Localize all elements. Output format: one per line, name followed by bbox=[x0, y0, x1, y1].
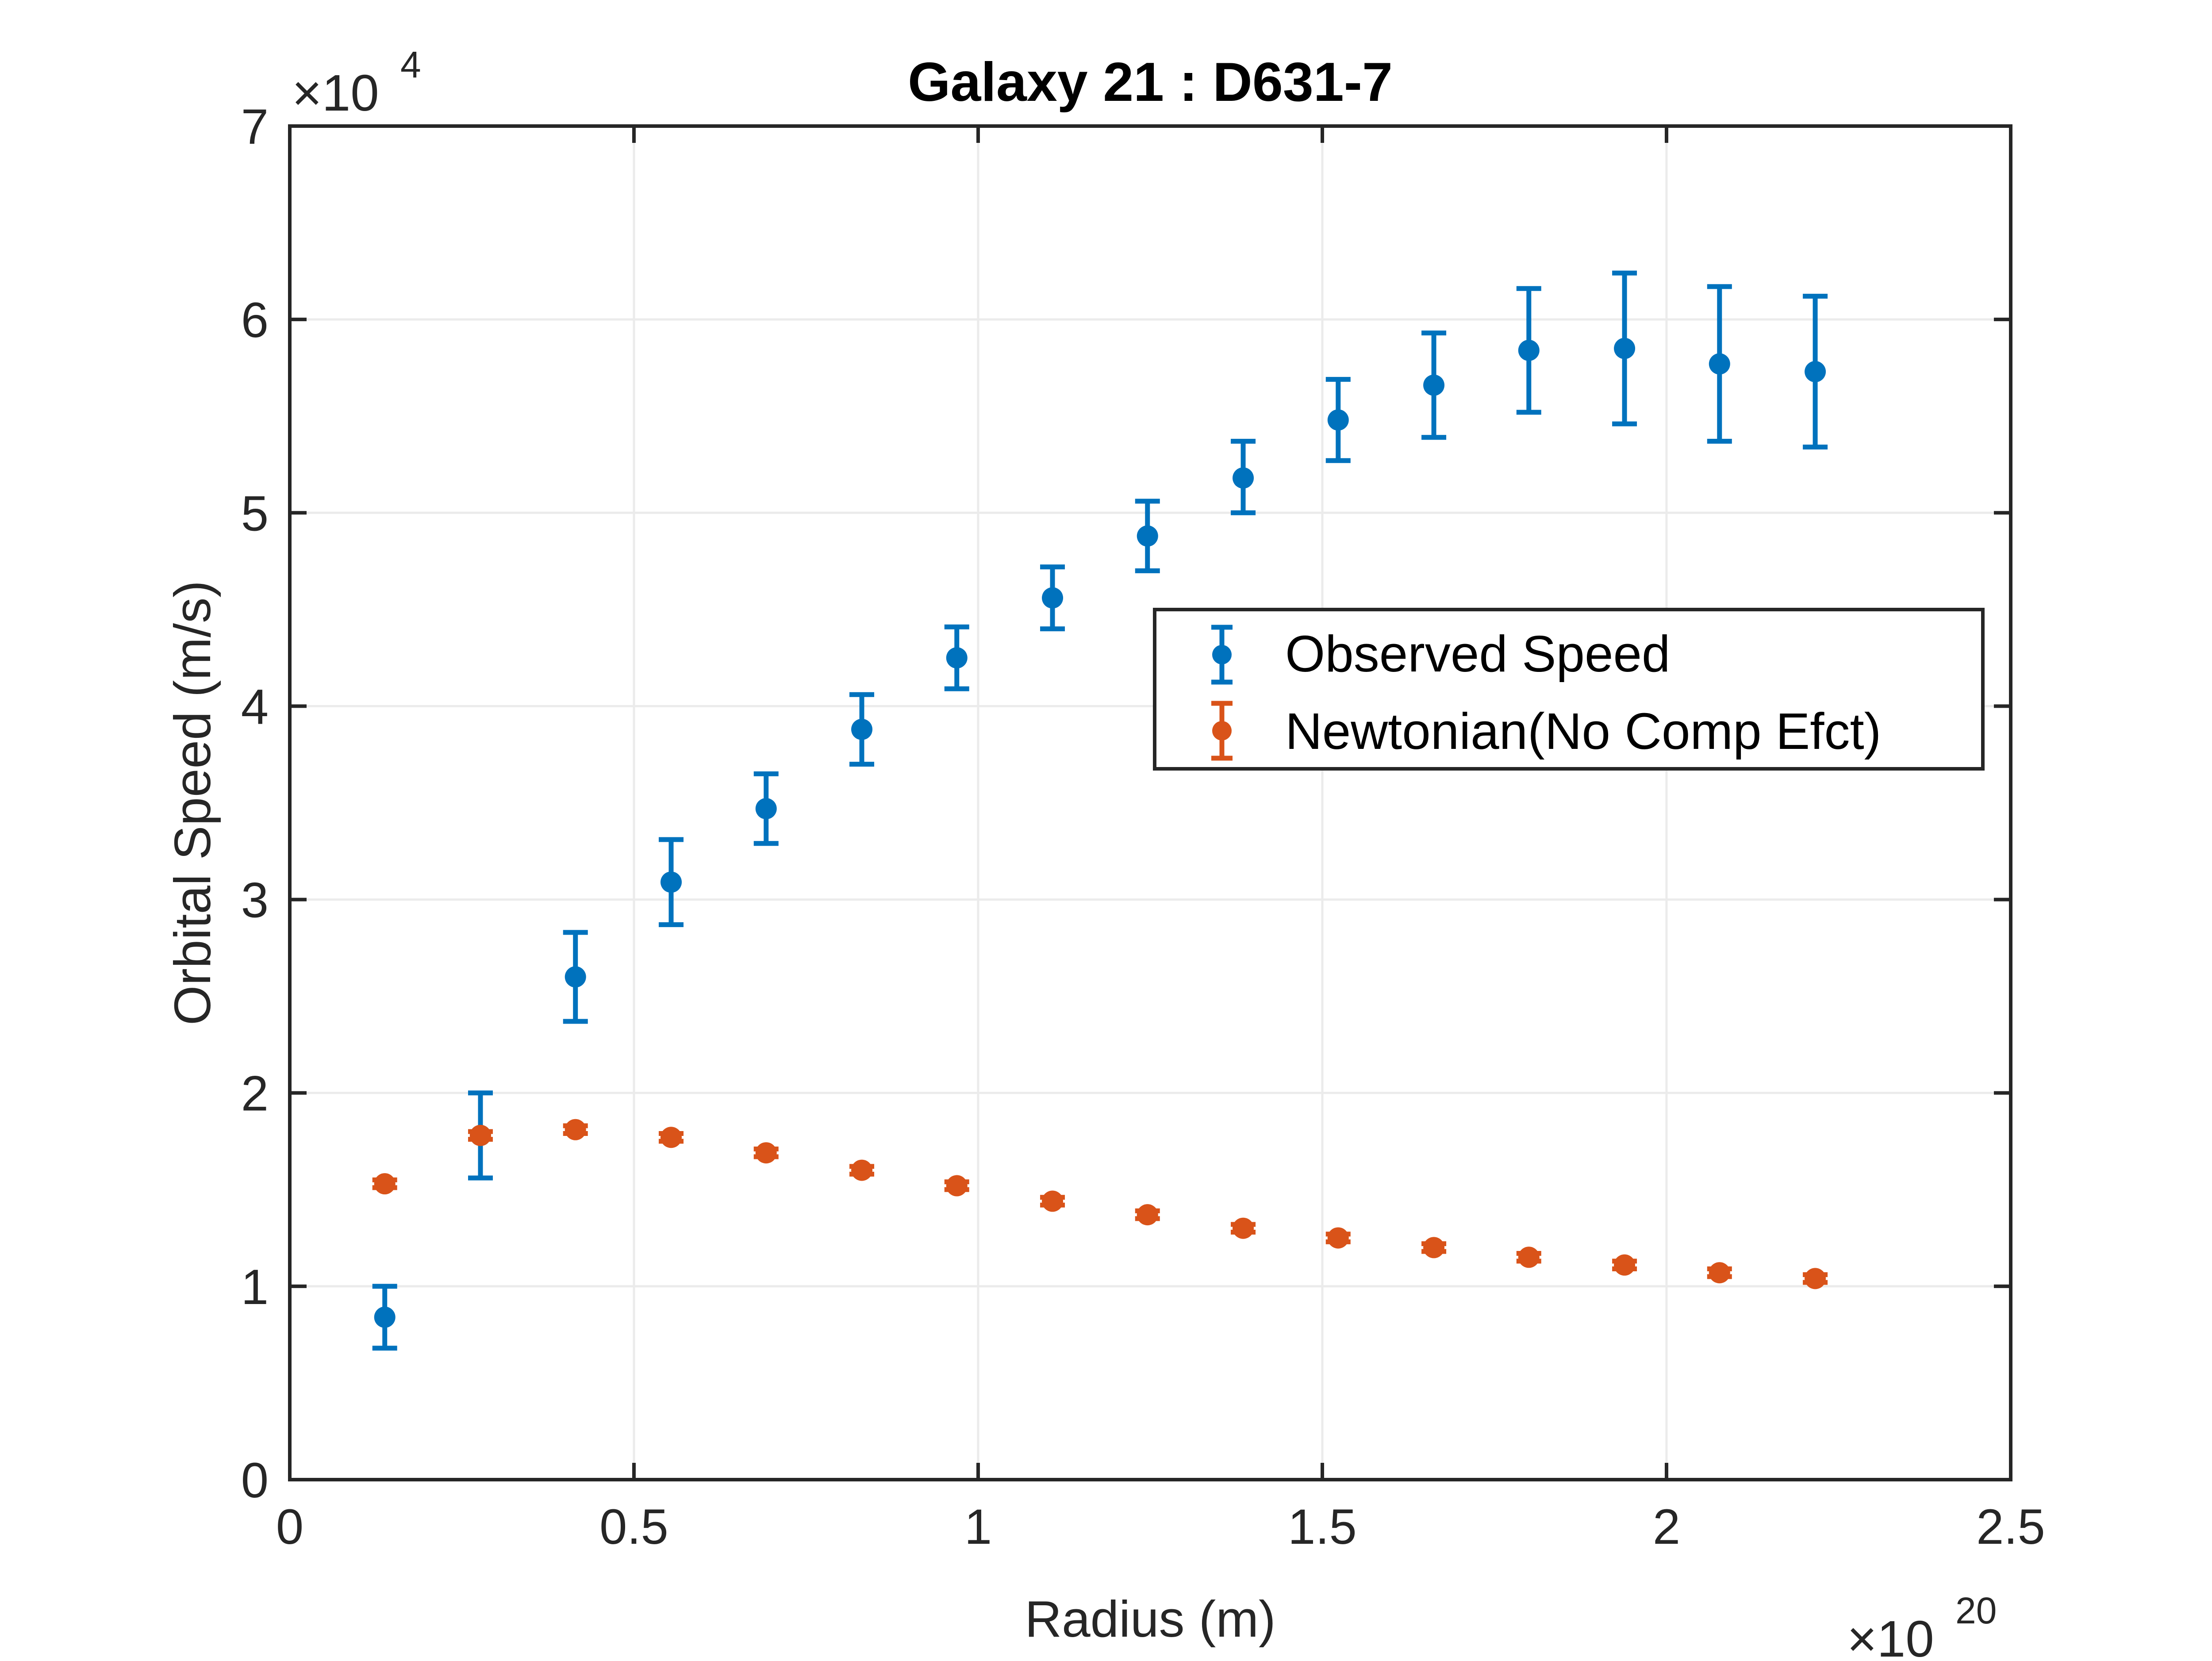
data-point bbox=[1423, 1237, 1445, 1258]
data-point bbox=[1614, 1254, 1636, 1276]
data-point bbox=[565, 966, 586, 988]
data-point bbox=[1327, 1227, 1349, 1249]
x-axis-label: Radius (m) bbox=[1025, 1590, 1275, 1648]
data-point bbox=[946, 647, 968, 669]
legend: Observed Speed Newtonian(No Comp Efct) bbox=[1153, 608, 1985, 771]
y-tick-label: 5 bbox=[241, 486, 269, 541]
data-point bbox=[1137, 1204, 1158, 1226]
data-point bbox=[1614, 338, 1636, 359]
data-point bbox=[1518, 1247, 1540, 1268]
data-point bbox=[1042, 1190, 1064, 1212]
y-tick-label: 0 bbox=[241, 1453, 269, 1508]
data-point bbox=[755, 798, 777, 820]
data-point bbox=[1233, 467, 1254, 489]
x-tick-label: 2 bbox=[1653, 1499, 1680, 1554]
grid-lines bbox=[290, 126, 2011, 1480]
x-tick-label: 1.5 bbox=[1288, 1499, 1357, 1554]
legend-marker bbox=[1212, 645, 1232, 664]
data-point bbox=[470, 1124, 492, 1146]
data-series bbox=[372, 270, 1828, 1351]
data-point bbox=[1042, 587, 1064, 609]
data-point bbox=[565, 1119, 586, 1140]
data-point bbox=[374, 1173, 396, 1195]
data-point bbox=[661, 871, 682, 893]
data-point bbox=[1423, 374, 1445, 396]
data-point bbox=[1518, 340, 1540, 361]
data-point bbox=[1805, 1268, 1826, 1289]
legend-newtonian-marker-icon bbox=[1211, 701, 1233, 761]
plot-frame bbox=[288, 124, 2012, 1481]
x-tick-label: 0 bbox=[276, 1499, 303, 1554]
x-tick-label: 2.5 bbox=[1976, 1499, 2045, 1554]
data-point bbox=[1805, 361, 1826, 383]
chart-title: Galaxy 21 : D631-7 bbox=[908, 52, 1393, 113]
y-tick-label: 6 bbox=[241, 292, 269, 348]
y-tick-labels: 0 1 2 3 4 5 6 7 bbox=[241, 99, 269, 1508]
legend-marker bbox=[1212, 721, 1232, 740]
legend-box bbox=[1153, 608, 1985, 771]
data-point bbox=[851, 718, 873, 740]
data-point bbox=[1709, 353, 1730, 375]
y-exponent-base: ×10 bbox=[292, 64, 379, 122]
data-point bbox=[1233, 1217, 1254, 1239]
y-exponent-power: 4 bbox=[400, 44, 421, 85]
x-tick-label: 0.5 bbox=[599, 1499, 668, 1554]
x-exponent-base: ×10 bbox=[1847, 1610, 1934, 1659]
data-point bbox=[374, 1306, 396, 1328]
legend-observed-marker-icon bbox=[1211, 625, 1233, 685]
data-point bbox=[1327, 409, 1349, 431]
x-tick-label: 1 bbox=[964, 1499, 992, 1554]
data-point bbox=[661, 1127, 682, 1148]
data-point bbox=[1137, 525, 1158, 547]
data-point bbox=[1709, 1262, 1730, 1284]
legend-observed-label: Observed Speed bbox=[1285, 625, 1671, 683]
data-point bbox=[851, 1159, 873, 1181]
y-axis-label: Orbital Speed (m/s) bbox=[164, 580, 221, 1025]
data-point bbox=[946, 1175, 968, 1197]
y-tick-label: 7 bbox=[241, 99, 269, 154]
y-tick-label: 3 bbox=[241, 873, 269, 928]
plot-area bbox=[290, 126, 2011, 1480]
x-exponent-power: 20 bbox=[1955, 1590, 1997, 1631]
y-tick-label: 4 bbox=[241, 679, 269, 734]
data-point bbox=[755, 1142, 777, 1164]
y-tick-label: 2 bbox=[241, 1066, 269, 1121]
x-tick-labels: 0 0.5 1 1.5 2 2.5 bbox=[276, 1499, 2045, 1554]
series-newtonian bbox=[372, 1119, 1828, 1289]
legend-newtonian-label: Newtonian(No Comp Efct) bbox=[1285, 702, 1881, 760]
y-tick-label: 1 bbox=[241, 1259, 269, 1315]
